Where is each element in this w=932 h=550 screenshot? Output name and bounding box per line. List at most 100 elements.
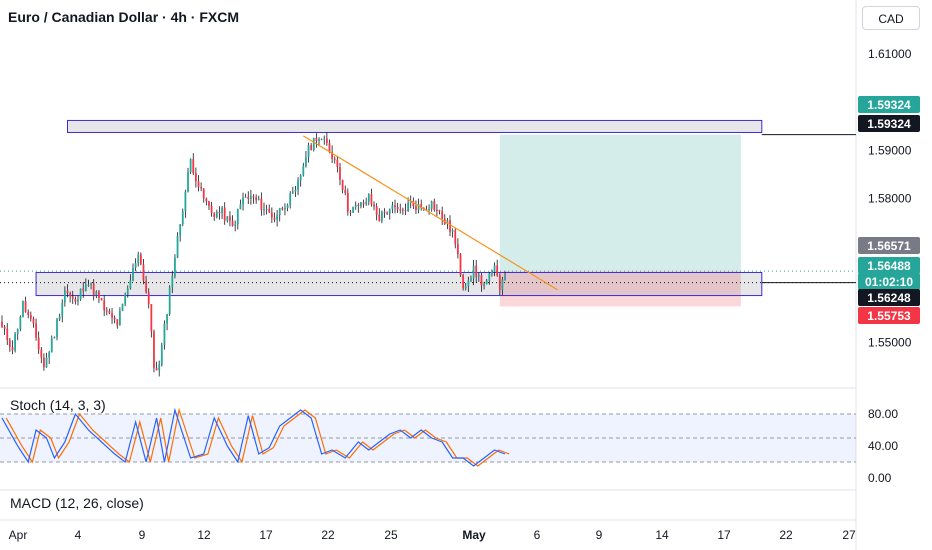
candle-body: [69, 292, 72, 296]
candle-body: [61, 302, 64, 317]
candle-body: [8, 340, 11, 347]
candle-body: [394, 205, 396, 207]
trend-line: [302, 135, 558, 291]
candle-body: [470, 278, 472, 281]
candle-body: [378, 214, 381, 222]
candle-body: [417, 204, 420, 211]
candle-body: [504, 275, 506, 280]
candle-body: [210, 206, 213, 214]
candle-body: [14, 333, 16, 351]
candle-body: [260, 198, 263, 211]
x-tick-label: 25: [384, 528, 398, 542]
candle-body: [273, 217, 276, 220]
candle-body: [90, 283, 92, 285]
x-tick-label: 4: [75, 528, 82, 542]
candle-body: [63, 290, 66, 303]
candle-body: [325, 138, 328, 144]
candle-body: [312, 137, 315, 151]
candle-body: [333, 158, 336, 160]
candle-body: [299, 175, 302, 181]
candle-body: [289, 193, 292, 205]
candle-body: [496, 265, 499, 276]
price-tag-bg: [858, 289, 920, 306]
stop-loss-area: [499, 271, 741, 307]
candle-body: [467, 280, 470, 287]
candle-body: [45, 357, 48, 368]
price-tag-bg: [858, 257, 920, 274]
candle-body: [197, 181, 200, 188]
candle-body: [87, 284, 90, 286]
candle-body: [150, 304, 153, 332]
price-zone: [35, 271, 763, 297]
candle-body: [22, 301, 24, 317]
candle-body: [291, 191, 294, 194]
candle-body: [488, 273, 491, 281]
candle-body: [126, 288, 129, 295]
candle-body: [95, 291, 98, 296]
candle-body: [40, 349, 43, 358]
candle-body: [111, 313, 113, 318]
candle-body: [349, 211, 352, 213]
x-tick-label: 17: [259, 528, 273, 542]
candle-body: [446, 220, 449, 224]
candle-body: [318, 139, 320, 142]
price-tag-label: 1.56488: [867, 259, 911, 273]
candle-body: [116, 319, 119, 326]
candle-body: [362, 202, 365, 205]
y-tick-label: 1.58000: [868, 191, 912, 205]
candle-body: [409, 201, 412, 204]
price-tag-label: 1.59324: [867, 98, 911, 112]
candle-body: [74, 298, 77, 302]
candle-body: [29, 314, 32, 319]
candle-body: [328, 143, 331, 152]
stoch-y-tick-label: 0.00: [868, 471, 892, 485]
candle-body: [412, 201, 415, 207]
candle-body: [124, 294, 127, 304]
candle-body: [98, 291, 100, 298]
candle-body: [407, 203, 409, 212]
candle-body: [163, 323, 166, 346]
candle-body: [346, 192, 349, 212]
price-tag-label: 1.56571: [867, 239, 911, 253]
candle-body: [27, 311, 30, 315]
candle-body: [37, 337, 40, 350]
price-tag-bg: [858, 307, 920, 324]
candle-body: [354, 204, 357, 207]
candle-body: [485, 280, 488, 285]
candle-body: [202, 188, 205, 199]
candle-body: [71, 295, 74, 299]
candle-body: [239, 204, 242, 210]
price-tag-bg: [858, 237, 920, 254]
candle-body: [171, 276, 174, 288]
candle-body: [50, 338, 53, 353]
candle-body: [129, 280, 132, 289]
candle-body: [234, 224, 237, 226]
profit-target-area: [499, 134, 741, 272]
candle-body: [360, 202, 362, 207]
x-tick-label: 9: [139, 528, 146, 542]
currency-button[interactable]: CAD: [862, 6, 920, 30]
candle-body: [223, 207, 226, 221]
price-tag-bg: [858, 96, 920, 113]
candle-body: [66, 290, 69, 293]
candle-body: [3, 326, 6, 329]
price-tag-bg: [858, 273, 920, 290]
candle-body: [475, 265, 478, 277]
candle-body: [145, 280, 147, 293]
candle-body: [139, 254, 142, 265]
candle-body: [231, 220, 234, 226]
candle-body: [181, 211, 184, 225]
candle-body: [218, 211, 221, 214]
candle-body: [53, 337, 56, 339]
candle-body: [459, 254, 462, 276]
chart-title: Euro / Canadian Dollar · 4h · FXCM: [8, 9, 239, 25]
candle-body: [420, 204, 423, 209]
candle-body: [56, 319, 58, 338]
candle-body: [491, 271, 493, 274]
candle-body: [19, 316, 22, 330]
candle-body: [352, 206, 354, 213]
candle-body: [105, 310, 108, 312]
candle-body: [187, 171, 189, 192]
candle-body: [462, 275, 465, 289]
